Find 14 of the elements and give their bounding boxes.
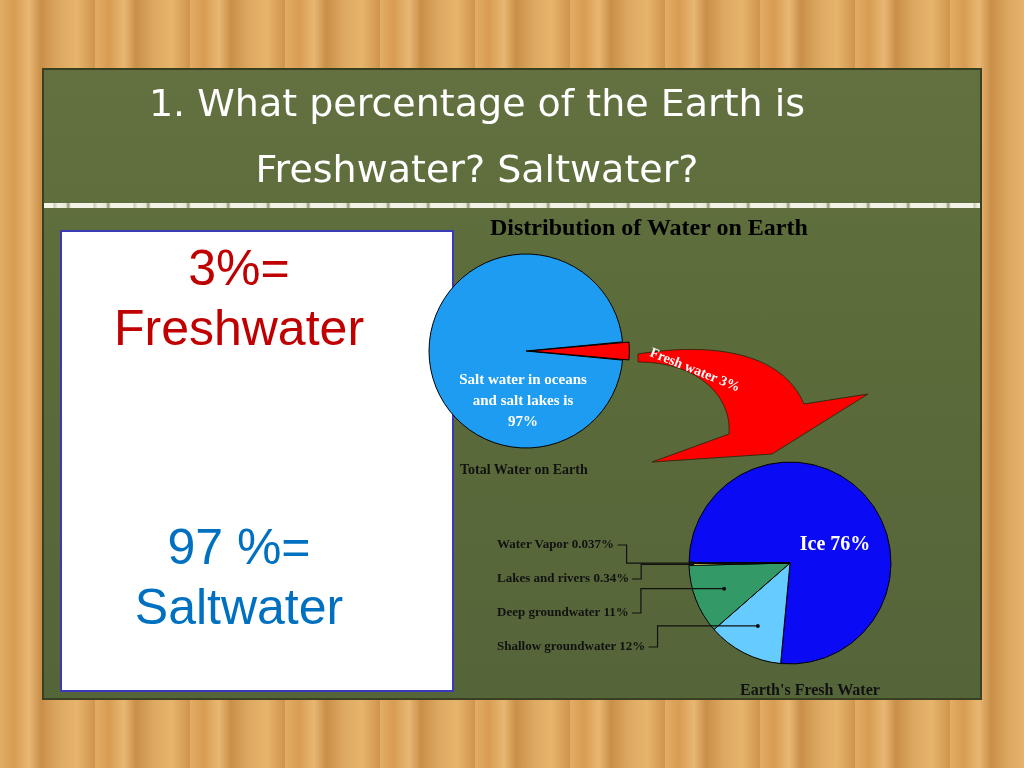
slice-label: Ice 76% — [799, 532, 871, 555]
slice-label: Water Vapor 0.037% — [497, 536, 614, 552]
text: 3%= Freshwater — [112, 239, 366, 358]
slice-label: Lakes and rivers 0.34% — [497, 570, 630, 586]
text: 97 %= Saltwater — [133, 518, 345, 637]
text: Earth's Fresh Water — [740, 681, 880, 699]
text: Total Water on Earth — [460, 462, 588, 478]
text: 1. What percentage of the Earth is Freshwater? Saltwater? — [147, 80, 807, 193]
chart-title: Distribution of Water on Earth — [490, 213, 808, 241]
slice-label: Fresh water 3% — [647, 344, 743, 396]
slice-label: Shallow groundwater 12% — [497, 638, 646, 654]
data-label: 97% — [508, 412, 538, 429]
slice-label: Deep groundwater 11% — [497, 604, 629, 620]
slice-label: Salt water in oceans and salt lakes is — [459, 370, 587, 408]
